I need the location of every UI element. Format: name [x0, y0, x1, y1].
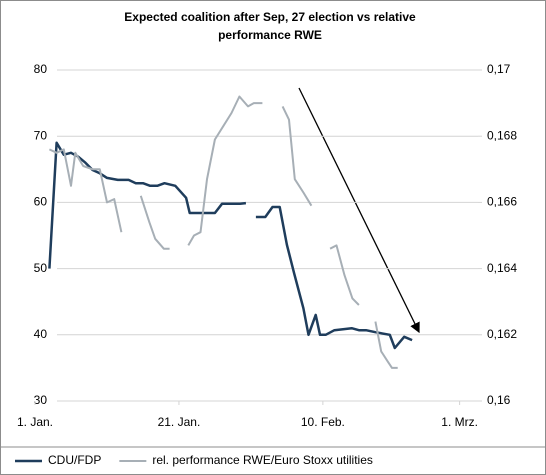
- y-tick-label: 40: [34, 327, 48, 341]
- series-line: [48, 95, 398, 369]
- x-tick-label: 1. Jan.: [17, 415, 53, 429]
- legend-label: CDU/FDP: [48, 453, 101, 467]
- y-tick-label: 30: [34, 393, 48, 407]
- y-tick-label: 60: [34, 195, 48, 209]
- y2-tick-label: 0,164: [487, 261, 517, 275]
- chart-title: Expected coalition after Sep, 27 electio…: [124, 10, 416, 24]
- y2-tick-label: 0,162: [487, 327, 517, 341]
- y2-tick-label: 0,168: [487, 128, 517, 142]
- x-tick-label: 1. Mrz.: [441, 415, 478, 429]
- y2-tick-label: 0,166: [487, 195, 517, 209]
- y-tick-label: 80: [34, 62, 48, 76]
- y2-tick-label: 0,17: [487, 62, 511, 76]
- legend-label: rel. performance RWE/Euro Stoxx utilitie…: [152, 453, 373, 467]
- y-tick-label: 50: [34, 261, 48, 275]
- chart-title: performance RWE: [218, 28, 322, 42]
- trend-arrow: [298, 87, 420, 334]
- x-tick-label: 21. Jan.: [158, 415, 201, 429]
- y2-tick-label: 0,16: [487, 393, 511, 407]
- x-tick-label: 10. Feb.: [301, 415, 345, 429]
- y-tick-label: 70: [34, 128, 48, 142]
